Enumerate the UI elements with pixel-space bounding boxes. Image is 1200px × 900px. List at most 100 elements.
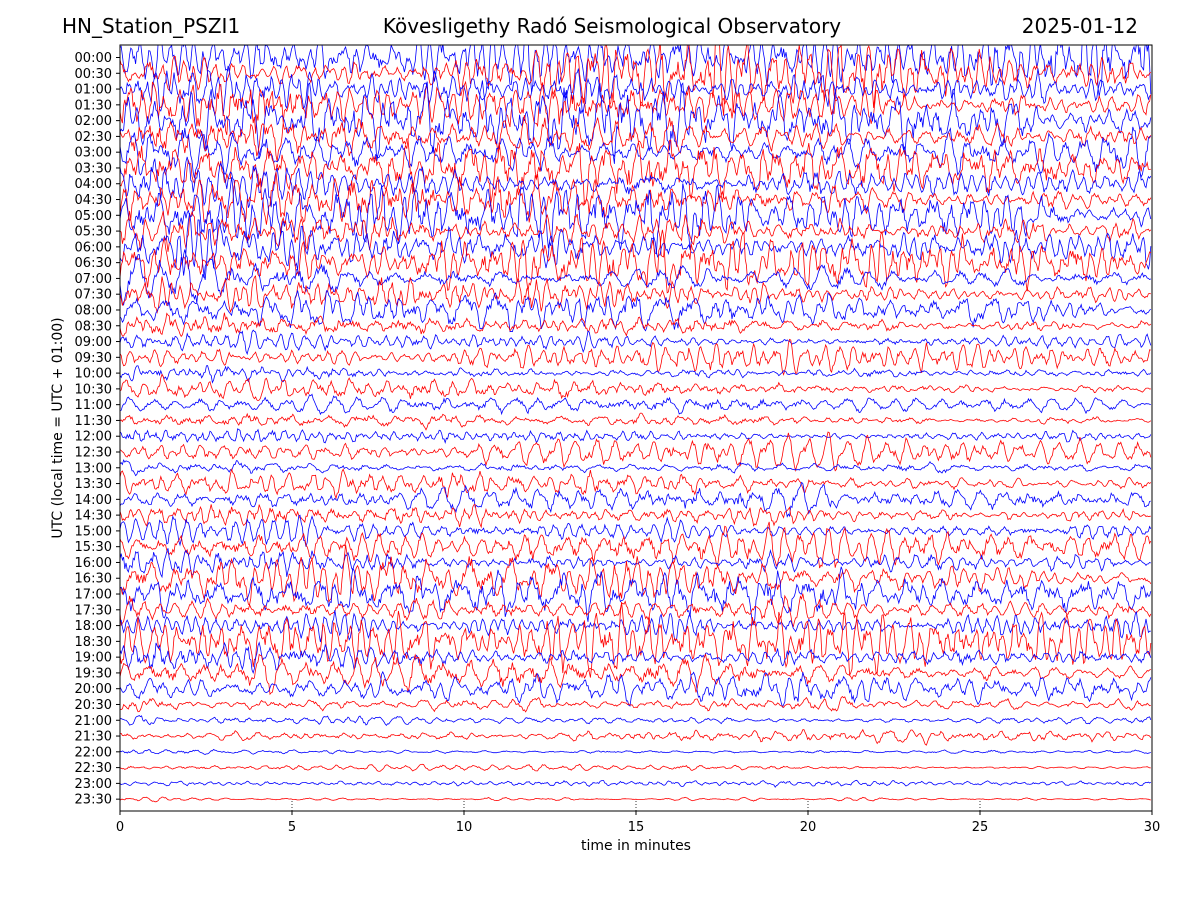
y-tick-label: 19:30 xyxy=(75,666,112,681)
y-tick-label: 14:00 xyxy=(75,493,112,508)
y-tick-label: 09:30 xyxy=(75,351,112,366)
trace-line-1700 xyxy=(120,566,1152,625)
trace-line-1830 xyxy=(120,602,1152,678)
y-tick-label: 11:00 xyxy=(75,398,112,413)
y-tick-label: 12:00 xyxy=(75,430,112,445)
trace-line-1730 xyxy=(120,593,1152,628)
date-title: 2025-01-12 xyxy=(1021,14,1138,38)
y-tick-label: 17:30 xyxy=(75,603,112,618)
y-tick-label: 13:30 xyxy=(75,477,112,492)
y-tick-label: 08:00 xyxy=(75,303,112,318)
y-tick-label: 08:30 xyxy=(75,319,112,334)
trace-line-1930 xyxy=(120,653,1151,696)
y-tick-label: 22:30 xyxy=(75,761,112,776)
y-tick-label: 06:00 xyxy=(75,240,112,255)
y-tick-label: 11:30 xyxy=(75,414,112,429)
trace-line-1030 xyxy=(120,373,1151,402)
trace-line-0030 xyxy=(120,45,1152,116)
trace-line-2200 xyxy=(120,748,1151,755)
y-tick-label: 06:30 xyxy=(75,256,112,271)
trace-line-0230 xyxy=(120,115,1152,162)
observatory-title: Kövesligethy Radó Seismological Observat… xyxy=(382,14,842,38)
trace-line-0700 xyxy=(120,249,1151,306)
trace-line-1500 xyxy=(120,514,1152,547)
trace-line-0830 xyxy=(120,312,1152,338)
trace-line-0330 xyxy=(120,139,1151,206)
y-tick-label: 00:30 xyxy=(75,67,112,82)
y-tick-label: 17:00 xyxy=(75,588,112,603)
x-axis-label: time in minutes xyxy=(581,838,691,854)
y-tick-label: 15:00 xyxy=(75,524,112,539)
trace-line-0500 xyxy=(120,177,1152,255)
trace-line-0200 xyxy=(120,80,1152,164)
trace-line-1600 xyxy=(120,548,1151,579)
y-tick-label: 12:30 xyxy=(75,446,112,461)
trace-line-1400 xyxy=(120,481,1151,518)
trace-line-0300 xyxy=(120,126,1151,179)
trace-line-0600 xyxy=(120,212,1152,281)
trace-line-1000 xyxy=(120,365,1152,384)
y-tick-label: 14:30 xyxy=(75,509,112,524)
y-tick-label: 07:00 xyxy=(75,272,112,287)
y-tick-label: 02:00 xyxy=(75,114,112,129)
y-tick-label: 19:00 xyxy=(75,651,112,666)
trace-line-0130 xyxy=(120,80,1152,136)
y-tick-label: 16:30 xyxy=(75,572,112,587)
trace-line-0730 xyxy=(120,275,1151,314)
trace-line-2100 xyxy=(120,715,1152,727)
trace-line-1530 xyxy=(120,521,1152,569)
y-tick-label: 05:00 xyxy=(75,209,112,224)
trace-line-0630 xyxy=(120,229,1152,294)
y-tick-label: 23:00 xyxy=(75,777,112,792)
trace-line-2000 xyxy=(120,670,1152,708)
y-tick-label: 04:30 xyxy=(75,193,112,208)
y-tick-label: 05:30 xyxy=(75,225,112,240)
station-title: HN_Station_PSZI1 xyxy=(62,14,241,38)
y-tick-label: 13:00 xyxy=(75,461,112,476)
y-tick-label: 01:00 xyxy=(75,83,112,98)
y-tick-label: 20:00 xyxy=(75,682,112,697)
y-tick-label: 18:30 xyxy=(75,635,112,650)
y-tick-label: 10:30 xyxy=(75,382,112,397)
y-tick-label: 09:00 xyxy=(75,335,112,350)
trace-line-2330 xyxy=(120,796,1151,803)
x-tick-label: 20 xyxy=(800,820,817,835)
trace-line-1230 xyxy=(120,431,1152,472)
trace-group xyxy=(120,45,1152,803)
trace-line-1330 xyxy=(120,468,1152,500)
trace-line-1800 xyxy=(120,609,1151,643)
x-tick-label: 25 xyxy=(972,820,989,835)
x-tick-label: 10 xyxy=(456,820,473,835)
y-tick-label: 10:00 xyxy=(75,367,112,382)
y-tick-label: 22:00 xyxy=(75,745,112,760)
trace-line-0100 xyxy=(120,65,1152,117)
trace-line-1130 xyxy=(120,412,1152,431)
y-axis-label: UTC (local time = UTC + 01:00) xyxy=(50,317,66,538)
trace-line-0400 xyxy=(120,156,1152,208)
x-tick-label: 5 xyxy=(288,820,296,835)
y-tick-label: 07:30 xyxy=(75,288,112,303)
trace-line-1100 xyxy=(120,393,1151,416)
trace-line-2300 xyxy=(120,779,1152,788)
trace-line-0530 xyxy=(120,210,1152,258)
trace-line-1300 xyxy=(120,459,1152,477)
y-tick-label: 20:30 xyxy=(75,698,112,713)
trace-line-1630 xyxy=(120,544,1152,606)
y-tick-label: 18:00 xyxy=(75,619,112,634)
trace-line-2130 xyxy=(120,728,1152,746)
x-tick-label: 15 xyxy=(628,820,645,835)
y-tick-label: 23:30 xyxy=(75,793,112,808)
trace-line-0930 xyxy=(120,338,1151,376)
y-tick-label: 21:00 xyxy=(75,714,112,729)
trace-line-0430 xyxy=(120,171,1152,225)
y-tick-label: 03:00 xyxy=(75,146,112,161)
trace-line-2030 xyxy=(120,695,1151,713)
trace-line-0000 xyxy=(120,45,1152,97)
y-tick-label: 02:30 xyxy=(75,130,112,145)
trace-line-1900 xyxy=(120,641,1152,675)
trace-line-1200 xyxy=(120,428,1152,445)
trace-line-2230 xyxy=(120,763,1151,772)
y-tick-label: 03:30 xyxy=(75,161,112,176)
y-tick-label: 04:00 xyxy=(75,177,112,192)
